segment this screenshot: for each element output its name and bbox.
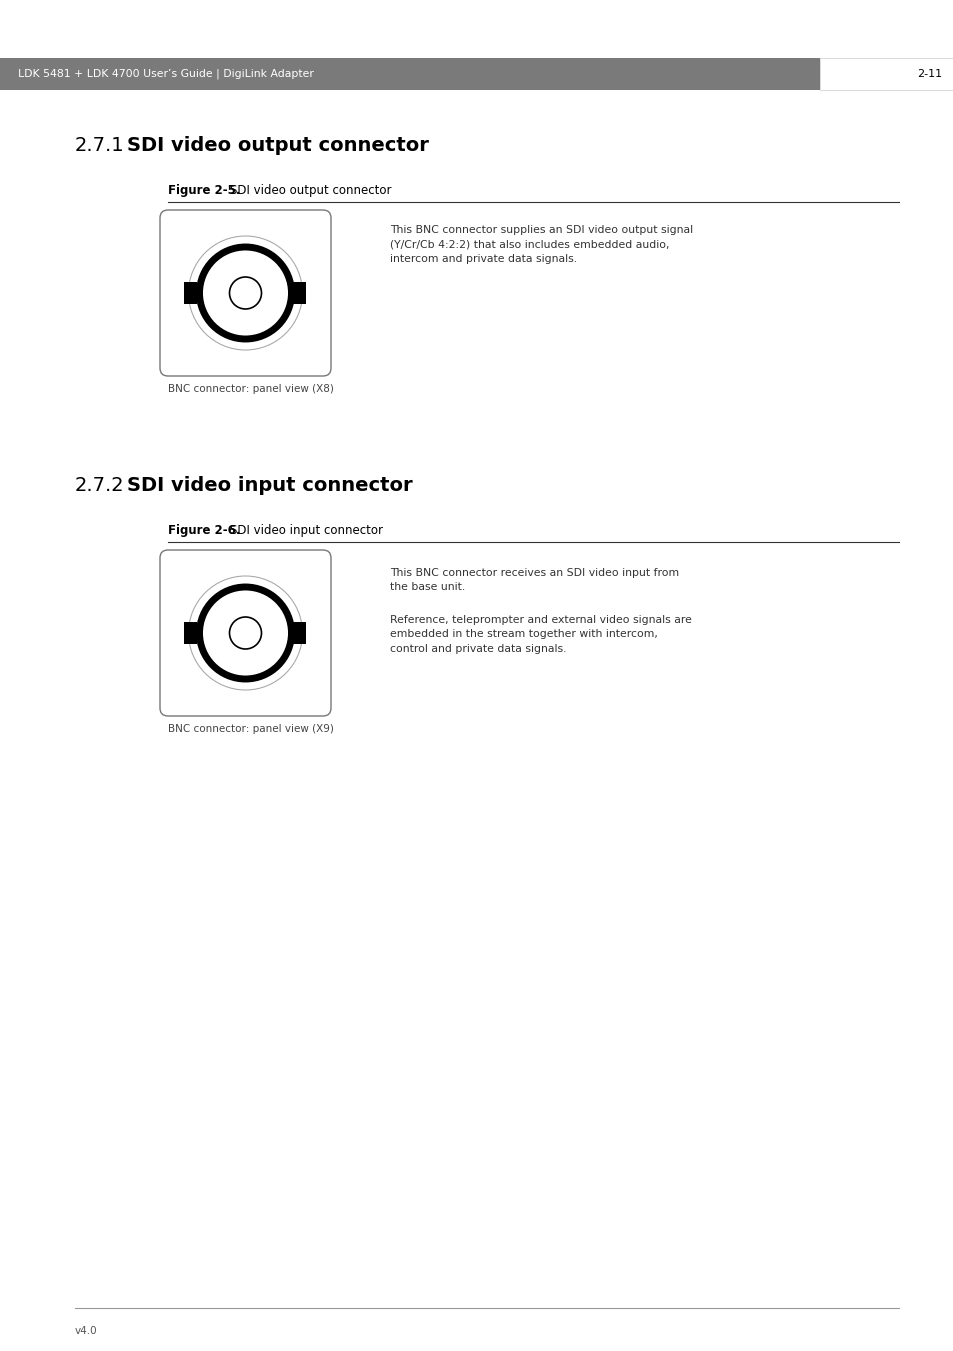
Bar (294, 621, 306, 644)
Text: v4.0: v4.0 (75, 1325, 97, 1336)
Text: 2.7.2: 2.7.2 (75, 476, 125, 494)
Text: BNC connector: panel view (X8): BNC connector: panel view (X8) (168, 384, 334, 394)
FancyBboxPatch shape (160, 209, 331, 376)
Text: 2.7.1: 2.7.1 (75, 136, 125, 155)
Text: This BNC connector supplies an SDI video output signal
(Y/Cr/Cb 4:2:2) that also: This BNC connector supplies an SDI video… (390, 226, 693, 263)
Circle shape (199, 586, 292, 680)
Circle shape (208, 255, 283, 331)
Circle shape (230, 617, 261, 648)
Text: This BNC connector receives an SDI video input from
the base unit.: This BNC connector receives an SDI video… (390, 567, 679, 592)
Circle shape (208, 594, 283, 671)
Bar (820, 58, 953, 91)
FancyBboxPatch shape (160, 550, 331, 716)
Circle shape (189, 576, 302, 690)
Bar (294, 282, 306, 304)
Text: Figure 2-5.: Figure 2-5. (168, 184, 240, 197)
Text: SDI video output connector: SDI video output connector (127, 136, 429, 155)
Bar (184, 282, 197, 304)
Text: 2-11: 2-11 (916, 69, 941, 78)
Circle shape (230, 277, 261, 309)
Bar (0, 58, 820, 91)
Text: Reference, teleprompter and external video signals are
embedded in the stream to: Reference, teleprompter and external vid… (390, 615, 691, 654)
Text: SDI video input connector: SDI video input connector (230, 524, 382, 536)
Text: SDI video input connector: SDI video input connector (127, 476, 413, 494)
Bar (184, 621, 197, 644)
Circle shape (189, 236, 302, 350)
Text: Figure 2-6.: Figure 2-6. (168, 524, 240, 536)
Circle shape (199, 247, 292, 339)
Text: LDK 5481 + LDK 4700 User’s Guide | DigiLink Adapter: LDK 5481 + LDK 4700 User’s Guide | DigiL… (18, 69, 314, 80)
Text: BNC connector: panel view (X9): BNC connector: panel view (X9) (168, 724, 334, 734)
Text: SDI video output connector: SDI video output connector (230, 184, 391, 197)
